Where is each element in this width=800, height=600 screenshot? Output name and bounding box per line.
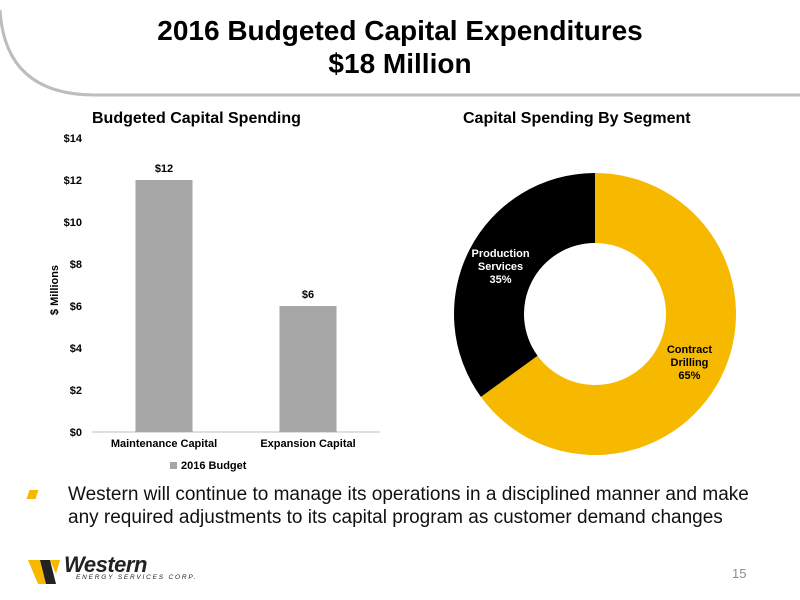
legend-swatch — [170, 462, 177, 469]
bullet-text: Western will continue to manage its oper… — [68, 484, 749, 528]
bar — [135, 180, 193, 432]
decorative-arc — [0, 9, 800, 97]
bar-data-label: $12 — [155, 163, 173, 175]
donut-slice — [454, 173, 595, 397]
slice-label: Contract — [667, 344, 713, 356]
title-line-1: 2016 Budgeted Capital Expenditures — [157, 15, 643, 46]
y-tick-label: $8 — [70, 259, 82, 271]
logo-wordmark: Western — [64, 552, 147, 577]
slice-label: 35% — [490, 274, 512, 286]
logo-subtitle: ENERGY SERVICES CORP. — [76, 574, 198, 581]
bar-data-label: $6 — [302, 289, 314, 301]
y-tick-label: $12 — [64, 175, 82, 187]
slice-label: Drilling — [671, 357, 709, 369]
y-axis-label: $ Millions — [49, 265, 61, 315]
x-tick-label: Maintenance Capital — [111, 438, 217, 450]
y-tick-label: $14 — [64, 133, 83, 145]
slice-label: Production — [472, 248, 530, 260]
company-logo: Western ENERGY SERVICES CORP. — [26, 552, 195, 586]
logo-mark-icon — [28, 560, 60, 584]
slide-title: 2016 Budgeted Capital Expenditures $18 M… — [100, 14, 700, 80]
y-tick-label: $2 — [70, 385, 82, 397]
y-tick-label: $4 — [70, 343, 83, 355]
bar-chart-title: Budgeted Capital Spending — [92, 110, 301, 127]
title-line-2: $18 Million — [328, 48, 472, 79]
slice-label: Services — [478, 261, 523, 273]
legend-label: 2016 Budget — [181, 460, 247, 472]
y-tick-label: $10 — [64, 217, 82, 229]
x-tick-label: Expansion Capital — [260, 438, 355, 450]
pie-chart-title: Capital Spending By Segment — [463, 110, 691, 127]
slice-label: 65% — [678, 370, 700, 382]
bar — [279, 306, 337, 432]
y-tick-label: $6 — [70, 301, 82, 313]
donut-slice — [480, 173, 736, 455]
y-tick-label: $0 — [70, 427, 82, 439]
page-number: 15 — [732, 566, 747, 581]
